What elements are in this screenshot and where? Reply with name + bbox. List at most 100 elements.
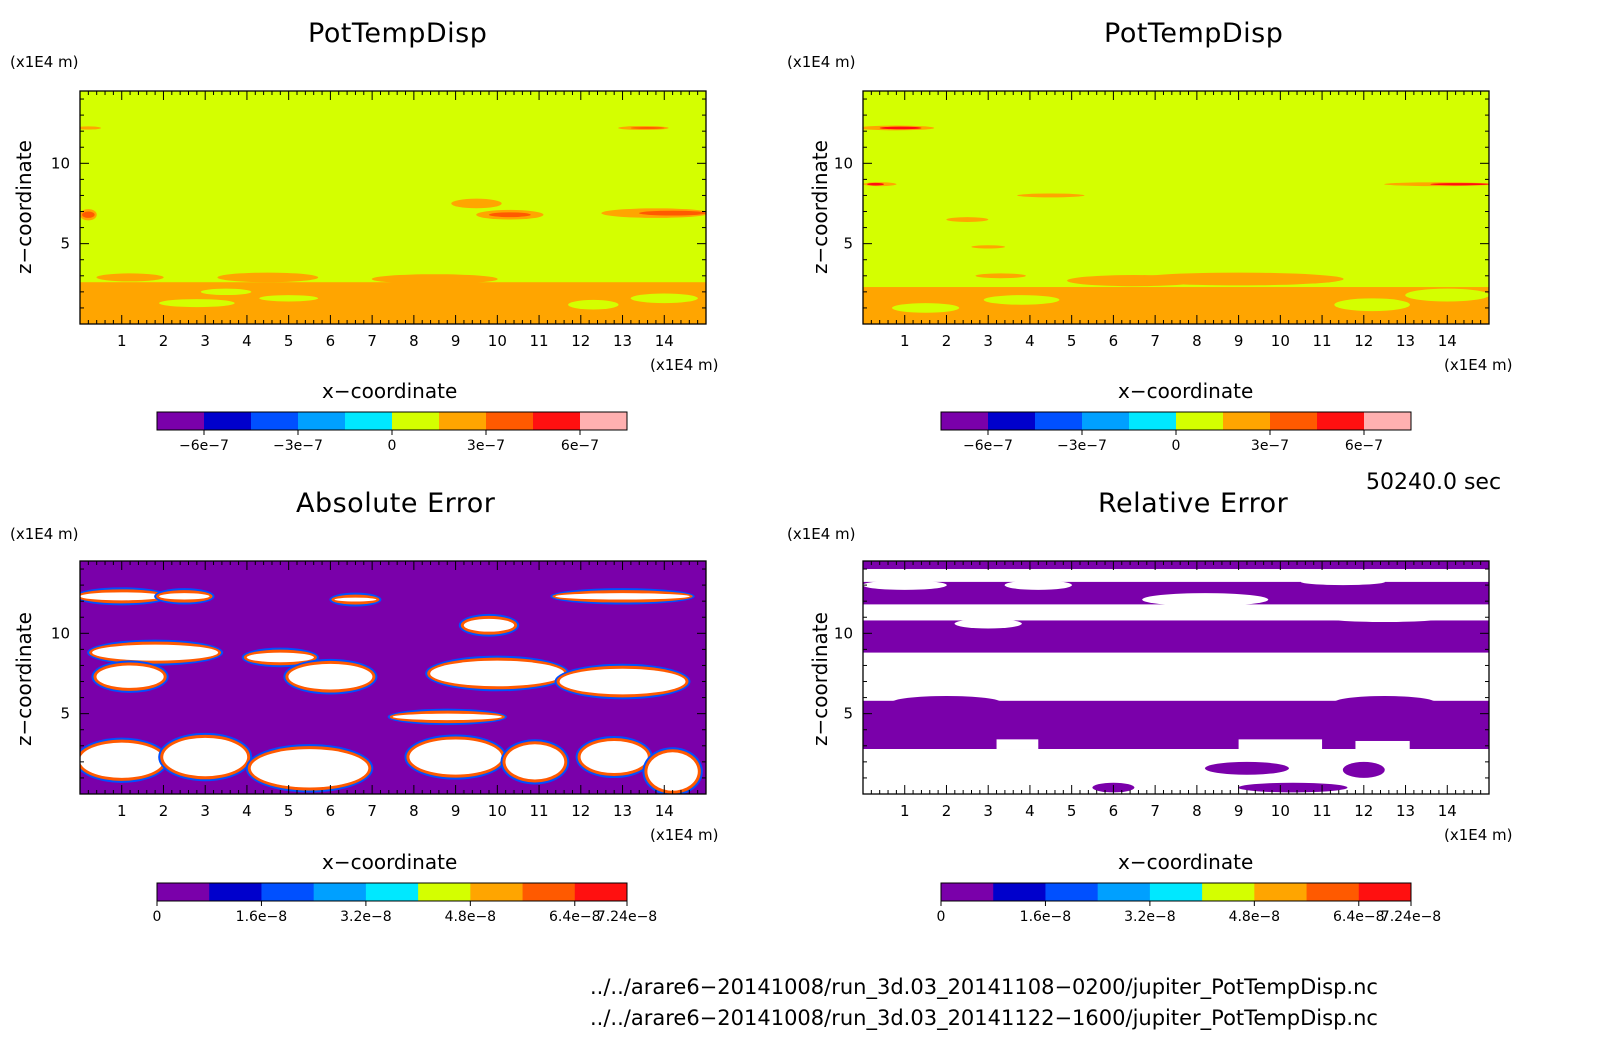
x-tick-label: 4 xyxy=(242,802,252,820)
colorbar-swatch xyxy=(1097,883,1151,901)
field-blob xyxy=(1430,183,1489,186)
field-blob xyxy=(409,739,502,775)
x-tick-label: 11 xyxy=(530,332,549,350)
colorbar-swatch xyxy=(392,412,440,430)
colorbar-swatch xyxy=(1129,412,1177,430)
field-blob xyxy=(555,593,690,600)
plot-frame xyxy=(79,90,707,325)
field-blob xyxy=(82,211,95,218)
x-tick-label: 1 xyxy=(900,332,910,350)
field-blob xyxy=(250,749,369,788)
field-blob xyxy=(371,274,498,284)
field-blob xyxy=(159,299,235,308)
x-tick-label: 6 xyxy=(1109,332,1119,350)
x-tick-label: 5 xyxy=(1067,332,1077,350)
field-background xyxy=(863,91,1489,324)
field-band xyxy=(863,652,1489,701)
field-blob xyxy=(1321,612,1448,623)
colorbar-swatch xyxy=(418,883,471,901)
x-tick-label: 9 xyxy=(1234,332,1244,350)
field-blob xyxy=(946,217,989,222)
x-axis-label: x−coordinate xyxy=(1118,850,1254,874)
colorbar-tick-label: −6e−7 xyxy=(963,438,1013,454)
x-tick-label: 6 xyxy=(326,802,336,820)
x-tick-label: 3 xyxy=(200,332,210,350)
x-tick-label: 5 xyxy=(1067,802,1077,820)
colorbar-frame xyxy=(940,882,1412,902)
colorbar-swatch xyxy=(1045,883,1099,901)
x-tick-label: 14 xyxy=(655,332,674,350)
time-label: 50240.0 sec xyxy=(1366,470,1502,495)
y-tick-label: 10 xyxy=(834,624,853,642)
panel-title: Absolute Error xyxy=(296,488,496,519)
x-tick-label: 11 xyxy=(1313,802,1332,820)
x-tick-label: 14 xyxy=(1438,802,1457,820)
field-band xyxy=(863,569,1489,582)
colorbar-swatch xyxy=(993,883,1046,901)
field-blob xyxy=(246,652,314,663)
panel-title: Relative Error xyxy=(1098,488,1289,519)
colorbar-tick-label: 4.8e−8 xyxy=(1229,909,1281,925)
colorbar-tick-label: 3e−7 xyxy=(467,438,505,454)
colorbar-tick-label: 4.8e−8 xyxy=(445,909,497,925)
x-tick-label: 3 xyxy=(983,332,993,350)
x-tick-label: 4 xyxy=(1025,332,1035,350)
colorbar-tick-label: 7.24e−8 xyxy=(1381,909,1441,925)
colorbar-swatch xyxy=(574,883,628,901)
colorbar-swatch xyxy=(251,412,299,430)
source-file-line: ../../arare6−20141008/run_3d.03_20141122… xyxy=(590,1006,1378,1030)
y-tick-label: 10 xyxy=(51,154,70,172)
colorbar-tick-label: 6.4e−8 xyxy=(1333,909,1385,925)
y-axis-label: z−coordinate xyxy=(807,612,832,746)
x-tick-label: 10 xyxy=(488,332,507,350)
x-tick-label: 2 xyxy=(942,802,952,820)
colorbar-swatch xyxy=(1202,883,1255,901)
field-blob xyxy=(463,618,515,632)
colorbar-swatch xyxy=(1149,883,1203,901)
field-blob xyxy=(1133,272,1344,286)
colorbar-swatch xyxy=(1364,412,1412,430)
x-tick-label: 14 xyxy=(655,802,674,820)
field-blob xyxy=(568,299,619,310)
x-tick-label: 13 xyxy=(1396,332,1415,350)
field-blob xyxy=(630,293,698,304)
x-unit-label: (x1E4 m) xyxy=(650,826,719,844)
y-tick-label: 5 xyxy=(60,235,70,253)
x-tick-label: 12 xyxy=(571,802,590,820)
x-tick-label: 5 xyxy=(284,802,294,820)
field-blob xyxy=(647,752,698,791)
field-blob xyxy=(1004,580,1072,590)
colorbar-swatch xyxy=(533,412,581,430)
field-blob xyxy=(1334,298,1410,312)
field-blob xyxy=(1405,288,1489,302)
colorbar-swatch xyxy=(365,883,419,901)
colorbar-tick-label: 0 xyxy=(388,438,397,454)
field-blob xyxy=(580,741,648,774)
y-tick-label: 5 xyxy=(843,705,853,723)
x-tick-label: 7 xyxy=(1150,332,1160,350)
panel-top-right: PotTempDisp (x1E4 m) 1 2 3 4 5 6 7 8 9 10 11 12 13 14… xyxy=(0,0,1604,480)
field-blob xyxy=(892,303,960,313)
colorbar-frame xyxy=(156,882,628,902)
colorbar-swatch xyxy=(1254,883,1308,901)
colorbar-swatch xyxy=(988,412,1036,430)
x-tick-label: 11 xyxy=(530,802,549,820)
plot-frame xyxy=(79,560,707,795)
colorbar-tick-label: 0 xyxy=(1172,438,1181,454)
field-band xyxy=(996,739,1039,750)
panel-title: PotTempDisp xyxy=(1104,18,1284,49)
field-blob xyxy=(259,295,319,302)
colorbar-swatch xyxy=(204,412,252,430)
source-file-list: ../../arare6−20141008/run_3d.03_20141108… xyxy=(590,972,1378,1034)
x-tick-label: 1 xyxy=(900,802,910,820)
colorbar-swatch xyxy=(486,412,534,430)
colorbar-tick-label: 6e−7 xyxy=(1345,438,1383,454)
x-tick-label: 12 xyxy=(1354,802,1373,820)
field-blob xyxy=(1129,707,1265,721)
colorbar-tick-label: 1.6e−8 xyxy=(236,909,288,925)
field-blob xyxy=(392,713,502,721)
x-axis-label: x−coordinate xyxy=(1118,379,1254,403)
x-unit-label: (x1E4 m) xyxy=(1444,826,1513,844)
